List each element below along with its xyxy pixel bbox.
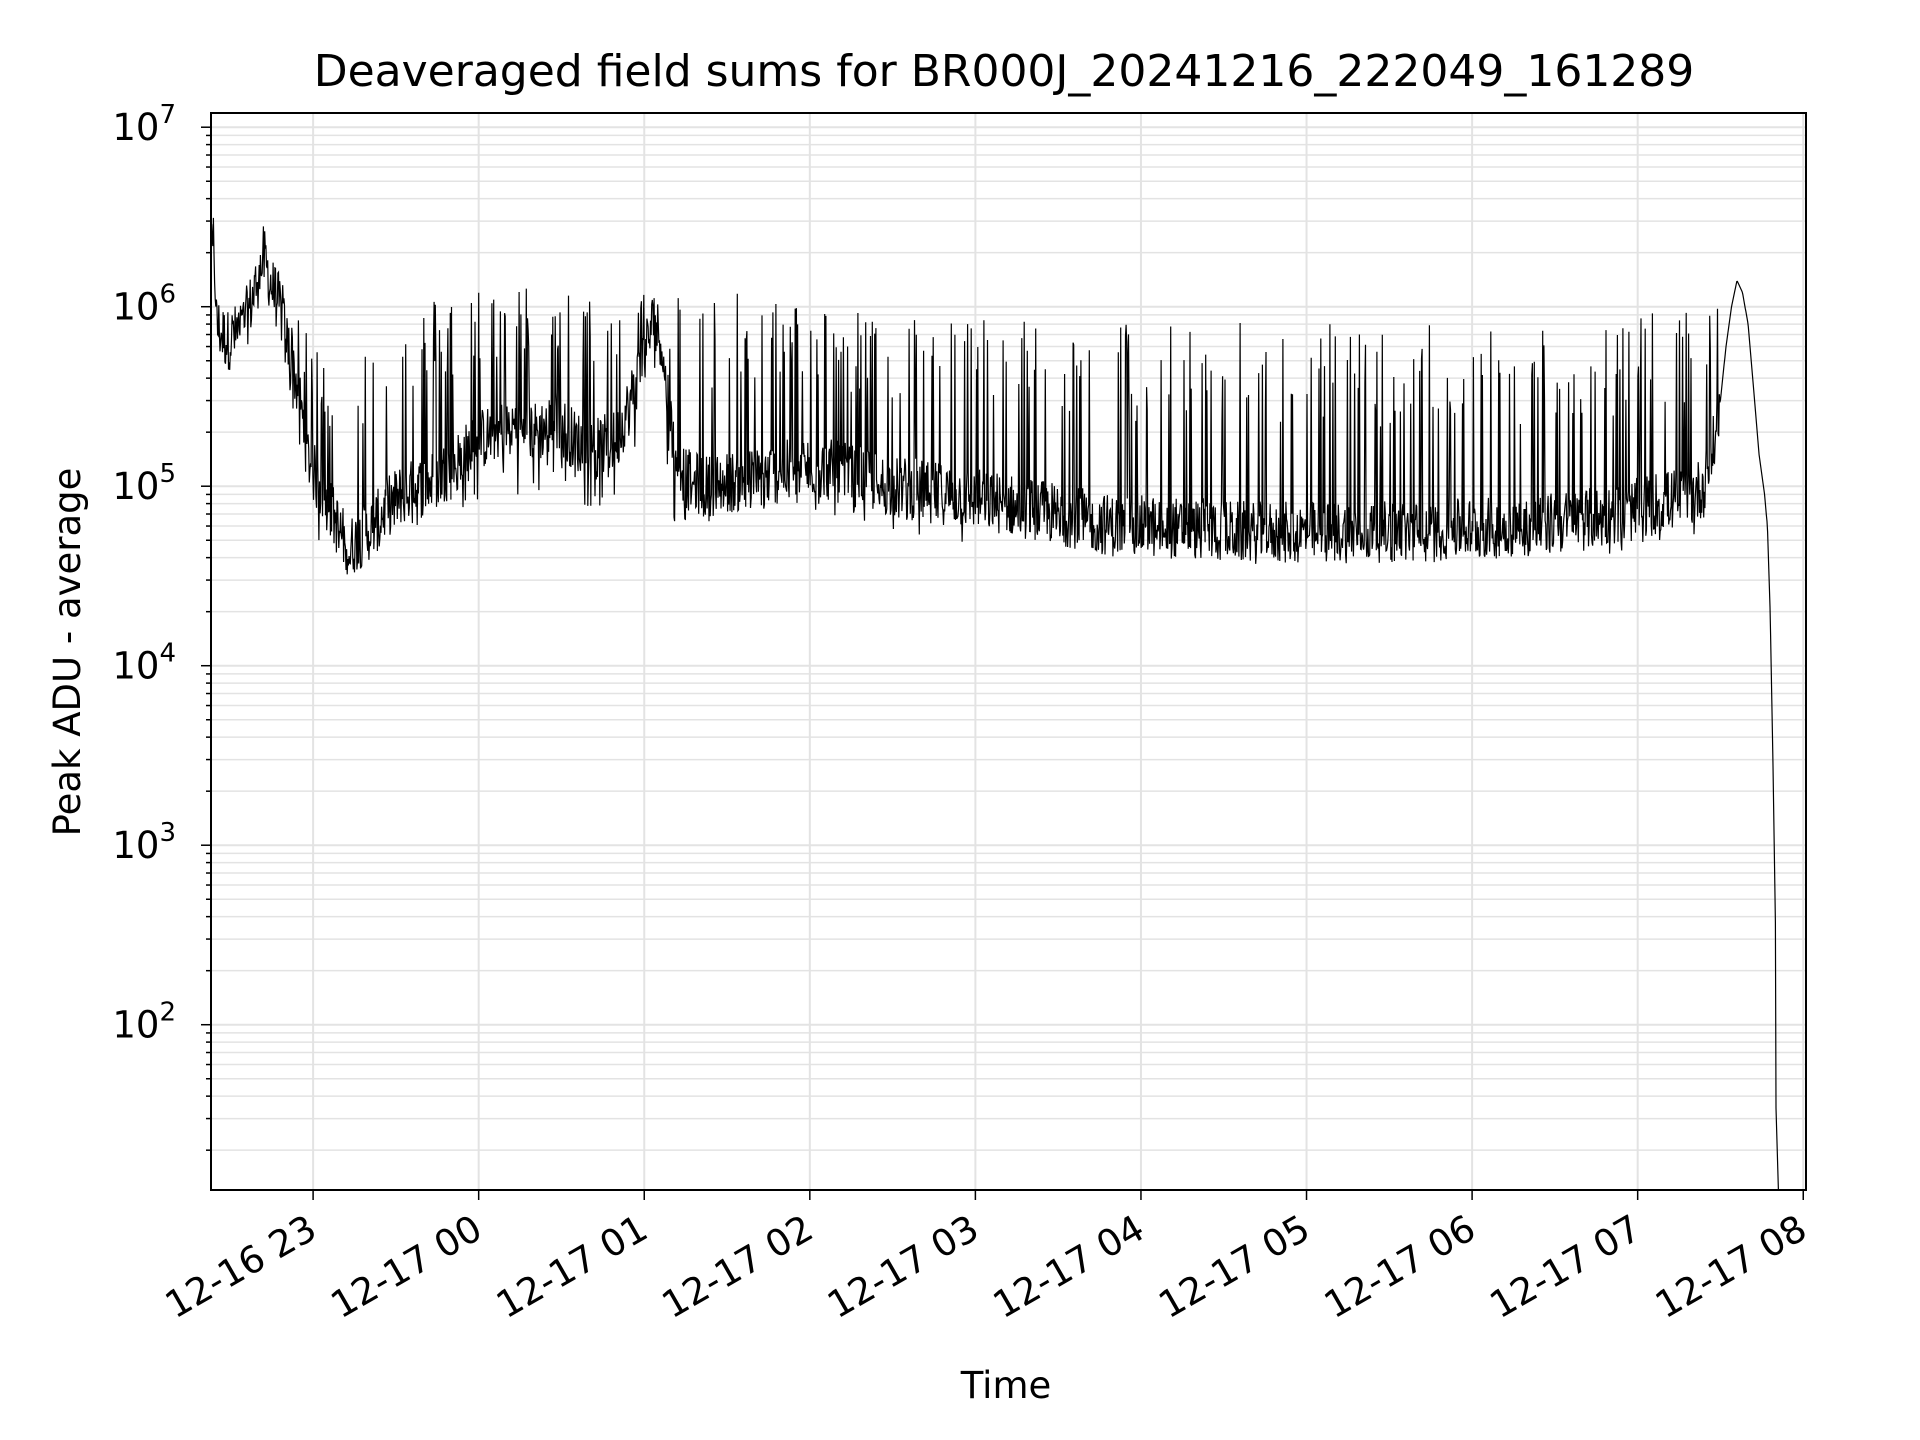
y-tick-label: 106: [112, 280, 176, 329]
y-tick-label: 104: [112, 639, 176, 688]
y-tick-label: 107: [112, 100, 176, 149]
y-tick-label: 105: [112, 459, 176, 508]
y-tick-exponent: 7: [159, 100, 176, 130]
x-axis-label: Time: [960, 1364, 1052, 1407]
y-tick-base: 10: [112, 286, 159, 329]
y-tick-label: 102: [112, 998, 176, 1047]
y-tick-exponent: 3: [159, 818, 176, 848]
y-tick-base: 10: [112, 824, 159, 867]
plot-area: [210, 217, 1779, 1191]
y-tick-base: 10: [112, 1004, 159, 1047]
series-line: [210, 217, 1779, 1191]
y-tick-base: 10: [112, 465, 159, 508]
chart-title: Deaveraged field sums for BR000J_2024121…: [314, 46, 1695, 97]
y-tick-base: 10: [112, 106, 159, 149]
y-tick-label: 103: [112, 818, 176, 867]
grid: [211, 113, 1806, 1190]
y-tick-exponent: 6: [159, 280, 176, 310]
y-axis-label: Peak ADU - average: [46, 468, 89, 837]
y-tick-exponent: 4: [159, 639, 176, 669]
y-tick-exponent: 2: [159, 998, 176, 1028]
y-tick-base: 10: [112, 645, 159, 688]
y-tick-exponent: 5: [159, 459, 176, 489]
plot-frame: [210, 112, 1807, 1191]
